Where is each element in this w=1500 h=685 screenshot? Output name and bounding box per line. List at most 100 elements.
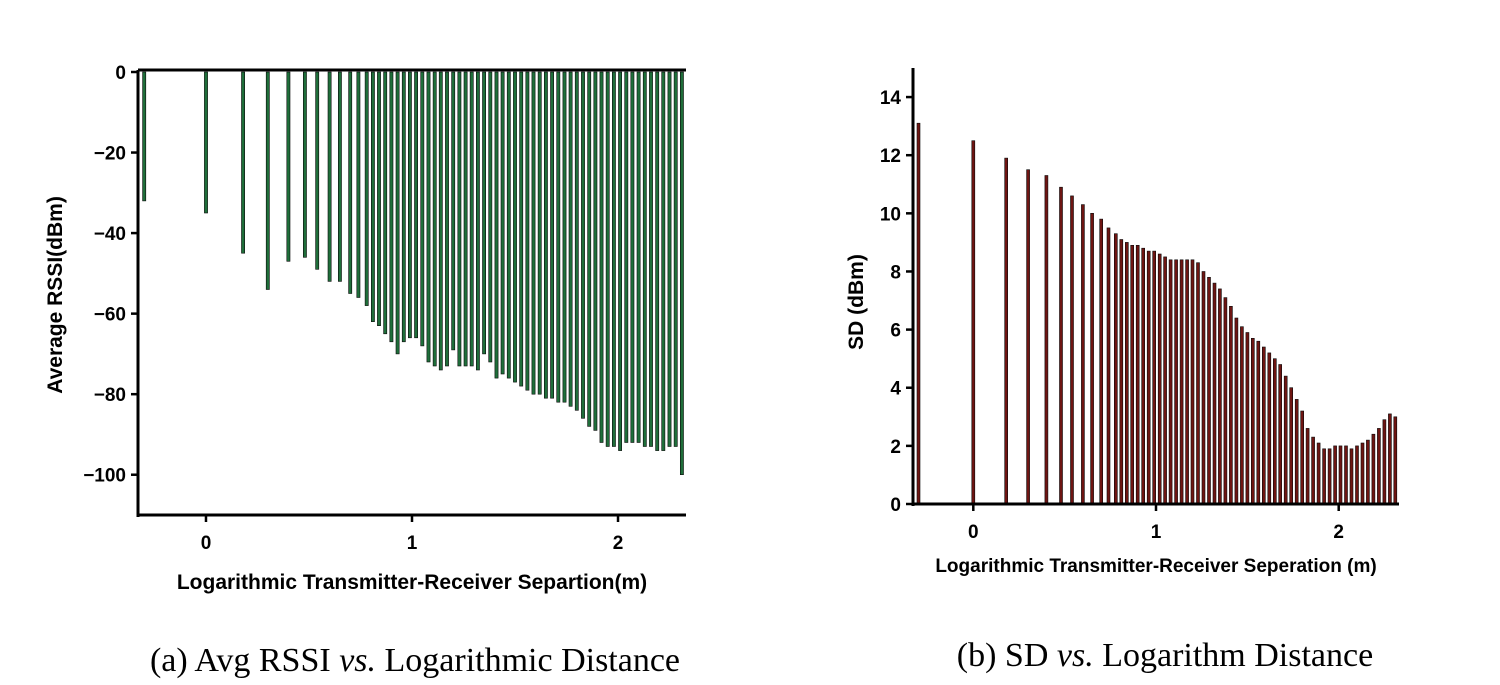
chart-b-bar xyxy=(1223,297,1228,505)
chart-b-bar xyxy=(1338,445,1343,505)
chart-a-bar xyxy=(531,71,536,395)
chart-b-bar xyxy=(1278,364,1282,505)
chart-a-y-tick-label: −20 xyxy=(94,144,126,165)
chart-a-bar xyxy=(315,71,320,270)
chart-a-bar xyxy=(286,71,291,262)
chart-b-bar xyxy=(1168,259,1173,505)
chart-b-bar xyxy=(1273,358,1277,505)
caption-b-prefix: (b) SD xyxy=(957,637,1057,674)
chart-b-y-tick-label: 0 xyxy=(890,495,901,516)
chart-b-bar xyxy=(1262,346,1266,505)
caption-b-suffix: Logarithm Distance xyxy=(1094,637,1373,674)
chart-b-bar xyxy=(1081,204,1085,505)
chart-a-bar xyxy=(302,71,307,258)
chart-b-bar xyxy=(1119,239,1124,505)
chart-b-bar xyxy=(1289,387,1293,505)
chart-b-bar xyxy=(1349,448,1354,505)
chart-b-bar xyxy=(1201,271,1206,505)
chart-a-bar xyxy=(389,71,394,343)
chart-a-bar xyxy=(655,71,660,451)
chart-a-bar xyxy=(543,71,548,399)
chart-a-bar xyxy=(432,71,437,367)
chart-a-bar xyxy=(494,71,499,379)
chart-b-bar xyxy=(1099,218,1103,505)
chart-a-bar xyxy=(550,71,555,399)
chart-b-bar xyxy=(1311,436,1315,505)
chart-a-bar xyxy=(438,71,443,371)
chart-b-bar xyxy=(1190,259,1195,505)
chart-b-bar xyxy=(1135,245,1140,505)
chart-b-bar xyxy=(971,140,976,505)
caption-b-vs: vs. xyxy=(1057,637,1094,674)
chart-b-bar xyxy=(1044,175,1049,505)
chart-a-bar xyxy=(624,71,629,443)
chart-b-bar xyxy=(1146,250,1151,505)
chart-b-bar xyxy=(1004,157,1009,505)
chart-a-bar xyxy=(327,71,332,282)
chart-b-bar xyxy=(1090,213,1094,505)
chart-b-bar xyxy=(1125,242,1129,505)
chart-a-y-tick-label: −100 xyxy=(83,466,126,487)
chart-b-bar xyxy=(1377,428,1381,505)
chart-b-bar xyxy=(1218,288,1222,505)
chart-a-bar xyxy=(611,71,616,447)
chart-a-bar xyxy=(407,71,412,339)
chart-a-bar xyxy=(426,71,431,363)
chart-a-bar xyxy=(488,71,493,363)
chart-a-bar xyxy=(506,71,511,379)
chart-a-bar xyxy=(482,71,487,355)
chart-a-bar xyxy=(204,71,208,214)
chart-a-bar xyxy=(605,71,610,447)
chart-b-bar xyxy=(1152,250,1156,505)
chart-b-x-tick-label: 1 xyxy=(1151,522,1162,543)
chart-a-bar xyxy=(348,71,353,294)
chart-a-bar xyxy=(395,71,400,355)
chart-a-x-tick-label: 0 xyxy=(201,533,212,554)
chart-b-bar xyxy=(1070,195,1074,505)
chart-b-y-tick-label: 4 xyxy=(890,379,901,400)
chart-b-x-label: Logarithmic Transmitter-Receiver Seperat… xyxy=(935,556,1376,577)
chart-b-bar xyxy=(1267,352,1272,505)
chart-a-bar xyxy=(475,71,480,371)
chart-a-bar xyxy=(241,71,246,254)
chart-b-bar xyxy=(1174,259,1178,505)
chart-a-caption: (a) Avg RSSI vs. Logarithmic Distance xyxy=(150,642,680,679)
chart-b-bar xyxy=(1240,326,1244,505)
chart-a-bar xyxy=(574,71,579,411)
caption-a-suffix: Logarithmic Distance xyxy=(376,642,680,679)
chart-b-bar xyxy=(1196,262,1200,505)
chart-b-x-tick-label: 0 xyxy=(968,522,979,543)
chart-b-bar xyxy=(1114,233,1118,505)
chart-b-bar xyxy=(1234,317,1239,505)
chart-b-bar xyxy=(1300,410,1304,505)
chart-b-bar xyxy=(1130,245,1134,505)
chart-b-bar xyxy=(1157,253,1162,505)
chart-b-y-tick-label: 8 xyxy=(890,262,901,283)
chart-a-x-ticks: 0 1 2 xyxy=(201,515,623,554)
chart-b-bar xyxy=(1322,448,1326,505)
chart-a-y-label: Average RSSI(dBm) xyxy=(44,196,67,394)
chart-a-x-tick-label: 1 xyxy=(407,533,418,554)
chart-a-bar xyxy=(445,71,449,367)
chart-a-bar xyxy=(463,71,468,367)
chart-a-bar xyxy=(356,71,361,298)
chart-a-bar xyxy=(500,71,505,375)
chart-a-bar xyxy=(642,71,647,447)
chart-b-bar xyxy=(1393,416,1398,505)
chart-a-bar xyxy=(377,71,381,326)
chart-a-bar xyxy=(142,71,147,202)
chart-a-bar xyxy=(420,71,425,347)
chart-b-bar xyxy=(1360,442,1365,505)
chart-b-x-tick-label: 2 xyxy=(1333,522,1344,543)
chart-b-y-ticks: 0 2 4 6 8 10 12 14 xyxy=(880,88,913,516)
chart-b-bar xyxy=(1251,337,1255,505)
chart-b-bar xyxy=(916,122,921,505)
chart-b-bar xyxy=(1294,399,1299,505)
chart-a-bar xyxy=(401,71,406,343)
chart-b-caption: (b) SD vs. Logarithm Distance xyxy=(957,637,1373,674)
chart-a-bar xyxy=(581,71,585,419)
chart-b-bar xyxy=(1283,375,1288,505)
chart-a-bar xyxy=(679,71,684,476)
